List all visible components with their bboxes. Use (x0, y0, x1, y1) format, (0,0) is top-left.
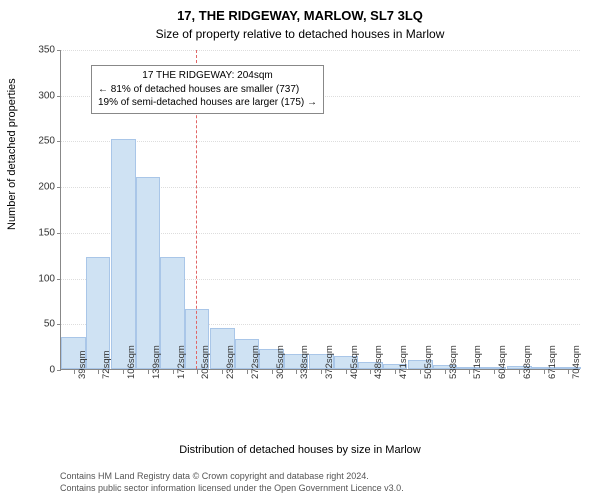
x-tick-label: 538sqm (448, 373, 459, 379)
x-tick-mark (74, 370, 75, 374)
annotation-box: 17 THE RIDGEWAY: 204sqm← 81% of detached… (91, 65, 324, 114)
grid-line (61, 141, 580, 142)
y-tick-mark (57, 370, 61, 371)
y-tick-label: 250 (38, 136, 55, 147)
y-tick-mark (57, 141, 61, 142)
footer-line-2: Contains public sector information licen… (60, 482, 404, 494)
annotation-line-1: 17 THE RIDGEWAY: 204sqm (98, 69, 317, 83)
x-tick-mark (494, 370, 495, 374)
x-tick-label: 106sqm (126, 373, 137, 379)
footer-line-1: Contains HM Land Registry data © Crown c… (60, 470, 404, 482)
y-tick-mark (57, 96, 61, 97)
x-tick-label: 571sqm (472, 373, 483, 379)
x-tick-mark (420, 370, 421, 374)
x-tick-label: 704sqm (571, 373, 582, 379)
x-tick-label: 604sqm (497, 373, 508, 379)
annotation-line-2: ← 81% of detached houses are smaller (73… (98, 83, 317, 97)
x-tick-mark (247, 370, 248, 374)
y-tick-mark (57, 279, 61, 280)
x-tick-mark (222, 370, 223, 374)
y-tick-label: 150 (38, 227, 55, 238)
plot-area: 05010015020025030035039sqm72sqm106sqm139… (60, 50, 580, 370)
y-tick-mark (57, 324, 61, 325)
page-title: 17, THE RIDGEWAY, MARLOW, SL7 3LQ (0, 0, 600, 23)
x-tick-label: 405sqm (349, 373, 360, 379)
y-tick-label: 50 (44, 319, 55, 330)
y-axis-label: Number of detached properties (6, 78, 18, 230)
x-tick-mark (197, 370, 198, 374)
page-subtitle: Size of property relative to detached ho… (0, 23, 600, 41)
y-tick-label: 100 (38, 273, 55, 284)
x-tick-mark (370, 370, 371, 374)
x-tick-label: 471sqm (398, 373, 409, 379)
grid-line (61, 50, 580, 51)
x-tick-label: 438sqm (373, 373, 384, 379)
chart-container: 05010015020025030035039sqm72sqm106sqm139… (60, 50, 580, 410)
x-tick-mark (395, 370, 396, 374)
histogram-bar (111, 139, 136, 369)
x-tick-mark (469, 370, 470, 374)
y-tick-label: 350 (38, 45, 55, 56)
x-tick-label: 372sqm (324, 373, 335, 379)
x-tick-label: 139sqm (151, 373, 162, 379)
x-tick-label: 305sqm (275, 373, 286, 379)
x-tick-label: 671sqm (547, 373, 558, 379)
y-tick-mark (57, 187, 61, 188)
x-tick-label: 338sqm (299, 373, 310, 379)
y-tick-mark (57, 233, 61, 234)
annotation-line-3: 19% of semi-detached houses are larger (… (98, 96, 317, 110)
x-tick-label: 205sqm (200, 373, 211, 379)
x-tick-mark (272, 370, 273, 374)
y-tick-label: 200 (38, 182, 55, 193)
y-tick-label: 300 (38, 90, 55, 101)
x-tick-mark (148, 370, 149, 374)
x-tick-mark (445, 370, 446, 374)
y-tick-mark (57, 50, 61, 51)
x-tick-mark (519, 370, 520, 374)
x-tick-mark (123, 370, 124, 374)
x-tick-mark (173, 370, 174, 374)
x-axis-label: Distribution of detached houses by size … (0, 444, 600, 456)
x-tick-mark (98, 370, 99, 374)
y-tick-label: 0 (49, 365, 55, 376)
x-tick-mark (296, 370, 297, 374)
footer-credits: Contains HM Land Registry data © Crown c… (60, 470, 404, 494)
x-tick-mark (346, 370, 347, 374)
x-tick-mark (321, 370, 322, 374)
x-tick-label: 505sqm (423, 373, 434, 379)
x-tick-label: 638sqm (522, 373, 533, 379)
x-tick-label: 272sqm (250, 373, 261, 379)
x-tick-label: 239sqm (225, 373, 236, 379)
histogram-bar (136, 177, 161, 369)
x-tick-label: 39sqm (77, 373, 88, 379)
x-tick-mark (544, 370, 545, 374)
x-tick-label: 172sqm (176, 373, 187, 379)
x-tick-label: 72sqm (101, 373, 112, 379)
x-tick-mark (568, 370, 569, 374)
